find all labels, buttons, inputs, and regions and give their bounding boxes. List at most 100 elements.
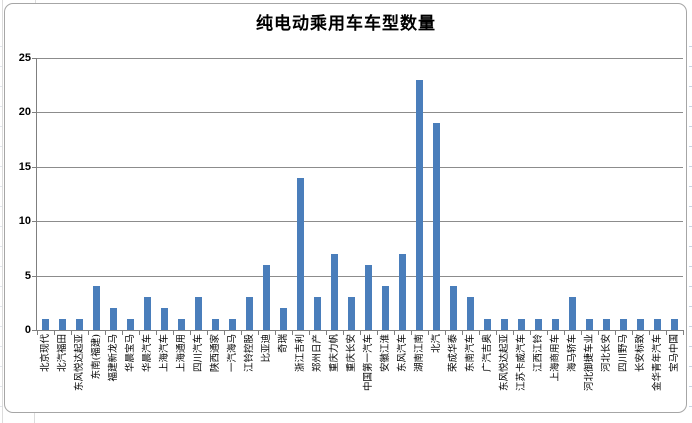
excel-gridline [0, 286, 2, 287]
bar [127, 319, 134, 330]
y-axis-tick [32, 166, 37, 168]
x-axis-tick [598, 330, 599, 335]
chart-title: 纯电动乘用车车型数量 [256, 14, 436, 34]
x-axis-tick [258, 330, 259, 335]
x-axis-label: 四川野马 [617, 334, 629, 373]
x-axis-label: 福建新龙马 [107, 334, 119, 382]
bar [569, 297, 576, 330]
category-cell [139, 58, 156, 330]
excel-gridline [34, 413, 35, 423]
bar [654, 319, 661, 330]
bar [331, 253, 338, 330]
excel-gridline [0, 146, 2, 147]
category-cell [394, 58, 411, 330]
bar [433, 123, 440, 330]
x-axis-tick [275, 330, 276, 335]
category-cell [207, 58, 224, 330]
x-axis-tick [683, 330, 684, 335]
category-cell [343, 58, 360, 330]
bar [59, 319, 66, 330]
excel-gridline [35, 0, 36, 3]
x-axis-label: 宝马中国 [668, 334, 680, 373]
bar [467, 297, 474, 330]
bar [76, 319, 83, 330]
x-axis-label: 河北御捷车业 [583, 334, 595, 392]
y-axis-tick [32, 275, 37, 277]
category-cell [615, 58, 632, 330]
x-axis-tick [411, 330, 412, 335]
category-cell [190, 58, 207, 330]
x-axis-tick [207, 330, 208, 335]
x-axis-tick [190, 330, 191, 335]
category-cell [462, 58, 479, 330]
y-axis-tick [32, 330, 37, 331]
x-axis-tick [530, 330, 531, 335]
x-axis-label: 广汽吉奥 [481, 334, 493, 373]
plot-area: 0 5 10 15 20 25 北京现代 北汽福田 东风悦达起亚 东南(福建) 福建新龙马 华晨宝马华… [19, 52, 684, 391]
excel-gridline [689, 206, 692, 207]
x-axis-label: 华晨汽车 [141, 334, 153, 373]
x-axis-label: 上海通用 [175, 334, 187, 373]
bar [229, 319, 236, 330]
x-axis-tick [564, 330, 565, 335]
x-axis-label: 湖南江南 [413, 334, 425, 373]
x-axis-label: 浙江吉利 [294, 334, 306, 373]
category-cell [88, 58, 105, 330]
y-axis-label: 20 [18, 106, 31, 119]
category-cell [275, 58, 292, 330]
bar [263, 264, 270, 330]
x-axis-label: 陕西通家 [209, 334, 221, 373]
x-axis-label: 荣成华泰 [447, 334, 459, 373]
x-axis-label: 东风汽车 [396, 334, 408, 373]
bar [178, 319, 185, 330]
bar [518, 319, 525, 330]
y-axis-label: 0 [24, 324, 31, 336]
x-axis-label: 东南(福建) [90, 334, 102, 380]
category-cell [292, 58, 309, 330]
category-cell [564, 58, 581, 330]
y-axis-tick [32, 58, 37, 59]
excel-gridline [689, 226, 692, 227]
x-axis-label: 重庆长安 [345, 334, 357, 373]
category-cell [598, 58, 615, 330]
x-axis-label: 重庆力帆 [328, 334, 340, 373]
excel-gridline [689, 246, 692, 247]
x-axis-tick [377, 330, 378, 335]
bar [212, 319, 219, 330]
category-cell [530, 58, 547, 330]
excel-gridline [689, 166, 692, 167]
bar-series [37, 58, 683, 330]
excel-gridline [689, 46, 692, 47]
category-cell [241, 58, 258, 330]
excel-gridline [0, 66, 2, 67]
excel-gridline [0, 126, 2, 127]
category-cell [156, 58, 173, 330]
bar [297, 177, 304, 330]
bar [450, 286, 457, 330]
x-axis-tick [309, 330, 310, 335]
y-axis-label: 10 [18, 215, 31, 228]
category-cell [445, 58, 462, 330]
bar [671, 319, 678, 330]
x-axis-label: 金华青年汽车 [651, 334, 663, 392]
x-axis-tick [666, 330, 667, 335]
bar [144, 297, 151, 330]
excel-gridline [0, 346, 2, 347]
x-axis-tick [649, 330, 650, 335]
x-axis-label: 上海商用车 [549, 334, 561, 382]
gridline [37, 221, 683, 223]
bar [552, 319, 559, 330]
x-axis-tick [156, 330, 157, 335]
category-cell [377, 58, 394, 330]
x-axis-tick [71, 330, 72, 335]
x-axis-tick [37, 330, 38, 335]
category-cell [632, 58, 649, 330]
bar [382, 286, 389, 330]
x-axis-label: 北京现代 [39, 334, 51, 373]
category-cell [258, 58, 275, 330]
excel-gridline [689, 86, 692, 87]
excel-gridline [0, 106, 2, 107]
excel-gridline [689, 106, 692, 107]
x-axis-tick [462, 330, 463, 335]
